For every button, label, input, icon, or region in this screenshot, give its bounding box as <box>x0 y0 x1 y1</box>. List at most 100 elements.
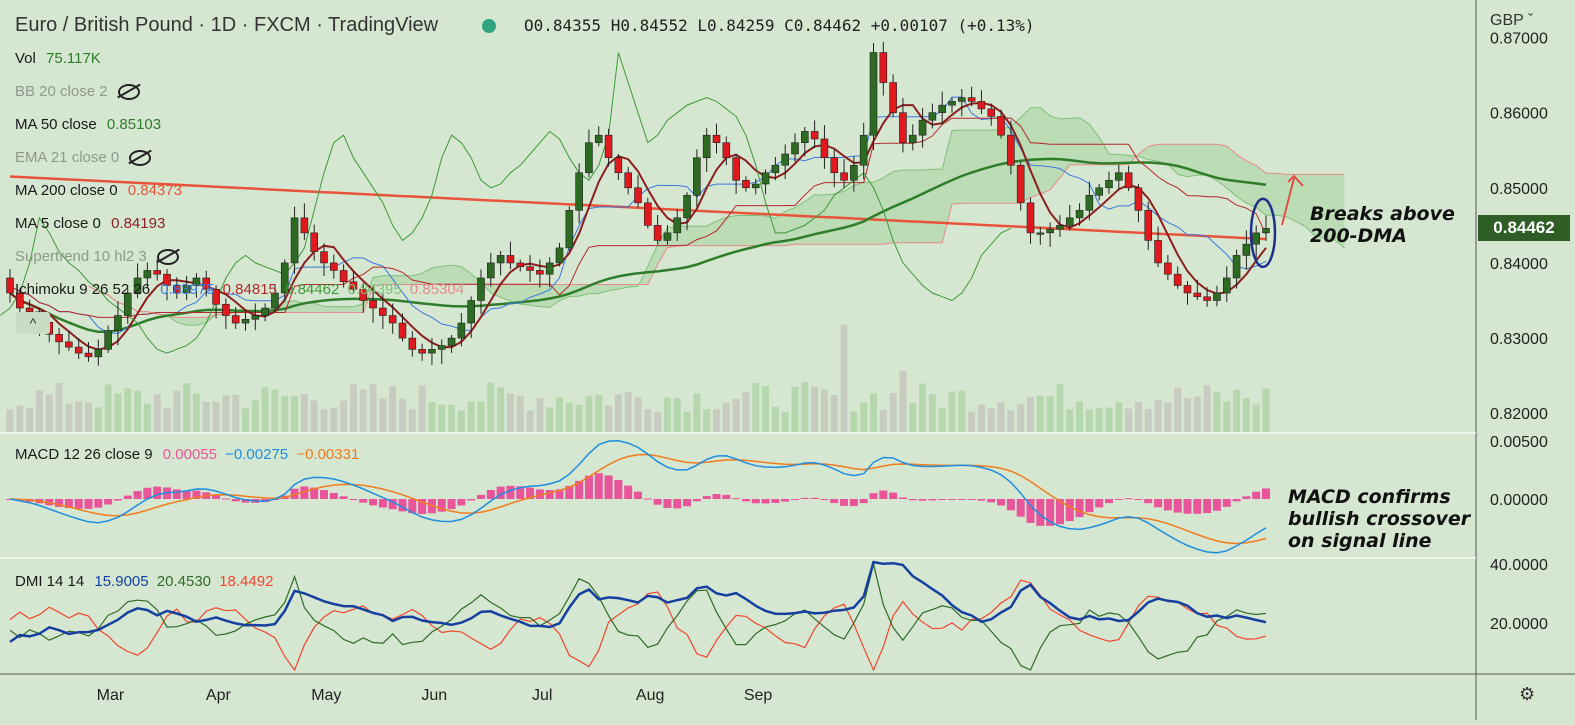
volume-bar <box>281 396 289 432</box>
volume-bar <box>134 390 142 432</box>
candle-body <box>771 164 780 174</box>
volume-bar <box>1262 388 1270 432</box>
volume-bar <box>850 411 858 432</box>
macd-histogram-bar <box>84 499 93 509</box>
volume-bar <box>487 382 495 432</box>
time-tick-label: Jul <box>532 687 552 704</box>
price-tick-label: 0.83000 <box>1490 331 1548 348</box>
macd-histogram-bar <box>55 499 64 507</box>
volume-bar <box>771 406 779 432</box>
legend-ema21[interactable]: EMA 21 close 0 <box>15 149 152 167</box>
candle-body <box>1183 285 1192 294</box>
macd-histogram-bar <box>584 475 593 499</box>
macd-histogram-bar <box>457 499 466 506</box>
macd-histogram-bar <box>545 489 554 499</box>
candle-body <box>918 119 927 136</box>
volume-bar <box>291 396 299 432</box>
collapse-legend-button[interactable]: ^ <box>16 312 50 334</box>
macd-histogram-bar <box>1242 496 1251 499</box>
ohlc-readout: O0.84355 H0.84552 L0.84259 C0.84462 +0.0… <box>524 16 1035 35</box>
macd-histogram-bar <box>94 499 103 508</box>
candle-body <box>25 307 34 313</box>
macd-histogram-bar <box>1173 499 1182 513</box>
macd-histogram-bar <box>1095 499 1104 508</box>
legend-ma200[interactable]: MA 200 close 0 0.84373 <box>15 182 182 199</box>
candle-body <box>1026 202 1035 234</box>
candlesticks <box>6 41 1304 366</box>
eye-hidden-icon[interactable] <box>117 84 140 101</box>
macd-histogram-bar <box>1105 499 1113 504</box>
volume-bar <box>997 402 1005 432</box>
candle-body <box>428 349 436 354</box>
macd-histogram-bar <box>378 499 387 508</box>
ichimoku-chikou-line <box>0 52 1012 354</box>
macd-histogram-bar <box>1016 499 1025 517</box>
macd-histogram-bar <box>486 490 495 499</box>
volume-bar <box>683 411 691 432</box>
volume-bar <box>693 393 701 432</box>
volume-bar <box>889 393 897 432</box>
candle-body <box>948 101 956 106</box>
macd-panel <box>6 440 1270 554</box>
volume-bar <box>899 370 907 432</box>
legend-dmi[interactable]: DMI 14 14 15.9005 20.4530 18.4492 <box>15 573 273 590</box>
macd-histogram-bar <box>349 499 358 500</box>
legend-macd[interactable]: MACD 12 26 close 9 0.00055 −0.00275 −0.0… <box>15 446 359 463</box>
candle-body <box>879 52 888 83</box>
legend-ma50[interactable]: MA 50 close 0.85103 <box>15 116 161 133</box>
macd-histogram-bar <box>241 499 250 503</box>
macd-histogram-bar <box>575 480 584 499</box>
candle-body <box>1252 232 1260 245</box>
candle-body <box>182 285 191 294</box>
volume-bar <box>114 393 122 432</box>
legend-ichimoku[interactable]: Ichimoku 9 26 52 26 0.83975 0.84815 0.84… <box>15 281 464 298</box>
candle-body <box>859 134 868 166</box>
gear-icon[interactable]: ⚙ <box>1519 684 1536 704</box>
macd-histogram-bar <box>1026 499 1035 523</box>
candle-body <box>987 108 996 117</box>
macd-histogram-bar <box>791 499 799 500</box>
candle-body <box>1242 243 1251 256</box>
volume-bar <box>1085 409 1093 432</box>
volume-bar <box>1115 402 1123 432</box>
price-tick-label: 0.86000 <box>1490 106 1548 123</box>
candle-body <box>330 262 338 271</box>
macd-signal-line <box>9 453 1267 545</box>
candle-body <box>614 157 623 174</box>
volume-bar <box>987 408 995 432</box>
macd-histogram-bar <box>928 499 937 501</box>
price-tick-label: 0.82000 <box>1490 406 1548 423</box>
macd-histogram-bar <box>614 479 623 499</box>
dmi-minus-line <box>9 579 1267 672</box>
volume-bar <box>6 409 14 432</box>
annotation-line: bullish crossover <box>1288 508 1471 530</box>
eye-hidden-icon[interactable] <box>129 150 152 167</box>
volume-bar <box>173 390 181 432</box>
volume-bar <box>938 407 946 432</box>
candle-body <box>663 232 672 241</box>
macd-tick-label: 0.00000 <box>1490 492 1548 509</box>
macd-histogram-bar <box>702 496 711 499</box>
macd-histogram-bar <box>300 486 309 499</box>
candle-body <box>516 262 525 267</box>
volume-bar <box>644 409 652 432</box>
volume-bar <box>65 403 73 432</box>
volume-bar <box>1223 401 1231 432</box>
legend-supertrend[interactable]: Supertrend 10 hl2 3 <box>15 248 179 266</box>
macd-histogram-bar <box>967 499 976 500</box>
legend-vol[interactable]: Vol 75.117K <box>15 50 101 67</box>
ma50-line <box>9 157 1267 334</box>
candle-body <box>1164 262 1172 275</box>
candle-body <box>1085 195 1094 211</box>
currency-select[interactable]: GBP ˇ <box>1490 12 1533 30</box>
candle-body <box>1016 164 1025 204</box>
eye-hidden-icon[interactable] <box>156 249 179 266</box>
volume-bar <box>830 394 838 432</box>
currency-label: GBP <box>1490 12 1524 29</box>
legend-bb[interactable]: BB 20 close 2 <box>15 83 140 101</box>
macd-histogram-bar <box>329 492 338 499</box>
candle-body <box>477 277 485 301</box>
volume-bar <box>143 403 151 432</box>
legend-ma5[interactable]: MA 5 close 0 0.84193 <box>15 215 165 232</box>
candle-body <box>1193 292 1202 298</box>
